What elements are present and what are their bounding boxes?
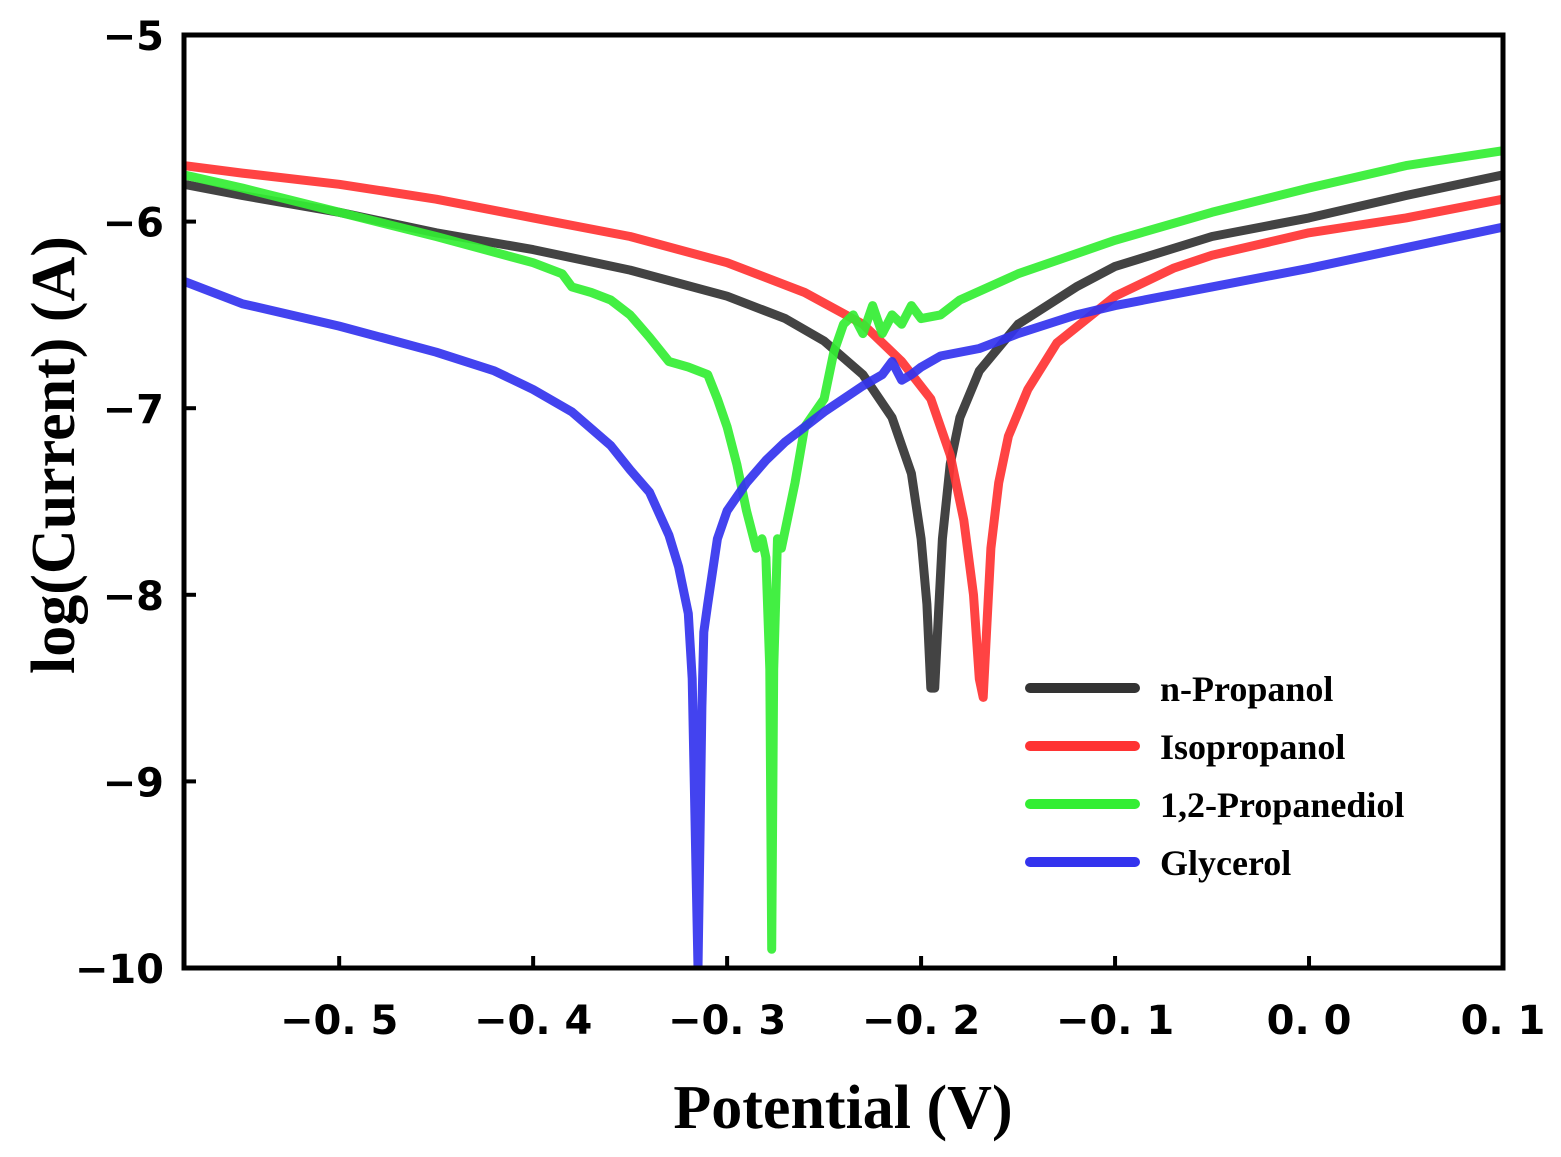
series-line-n-propanol	[184, 170, 1503, 693]
y-tick-label: −10	[75, 947, 164, 993]
y-tick-label: −8	[103, 574, 164, 620]
x-tick-label: 0. 0	[1267, 998, 1352, 1044]
x-tick-label: −0. 3	[668, 998, 786, 1044]
y-axis-title: log(Current) (A)	[20, 236, 88, 674]
x-tick-label: −0. 5	[280, 998, 398, 1044]
x-tick-label: −0. 1	[1056, 998, 1174, 1044]
legend-label-glycerol: Glycerol	[1160, 843, 1291, 883]
legend-label-1-2-propanediol: 1,2-Propanediol	[1160, 785, 1404, 825]
legend-label-n-propanol: n-Propanol	[1160, 669, 1333, 709]
y-tick-label: −7	[103, 387, 164, 433]
y-tick-label: −5	[103, 14, 164, 60]
y-tick-label: −6	[103, 201, 164, 247]
x-tick-label: 0. 1	[1461, 998, 1546, 1044]
series-layer	[184, 146, 1503, 968]
legend: n-Propanol Isopropanol 1,2-Propanediol Glyc…	[1025, 669, 1404, 883]
x-tick-label: −0. 4	[474, 998, 592, 1044]
x-tick-label: −0. 2	[862, 998, 980, 1044]
y-tick-label: −9	[103, 760, 164, 806]
series-line-glycerol	[184, 222, 1503, 968]
legend-label-isopropanol: Isopropanol	[1160, 727, 1345, 767]
x-axis-title: Potential (V)	[673, 1074, 1012, 1142]
series-line-isopropanol	[184, 161, 1503, 702]
series-line-1-2-propanediol	[184, 146, 1503, 954]
axes-layer: −0. 5 −0. 4 −0. 3 −0. 2 −0. 1 0. 0 0. 1 −5 −6 −7 −…	[75, 14, 1546, 1044]
plot-frame	[181, 32, 1506, 971]
